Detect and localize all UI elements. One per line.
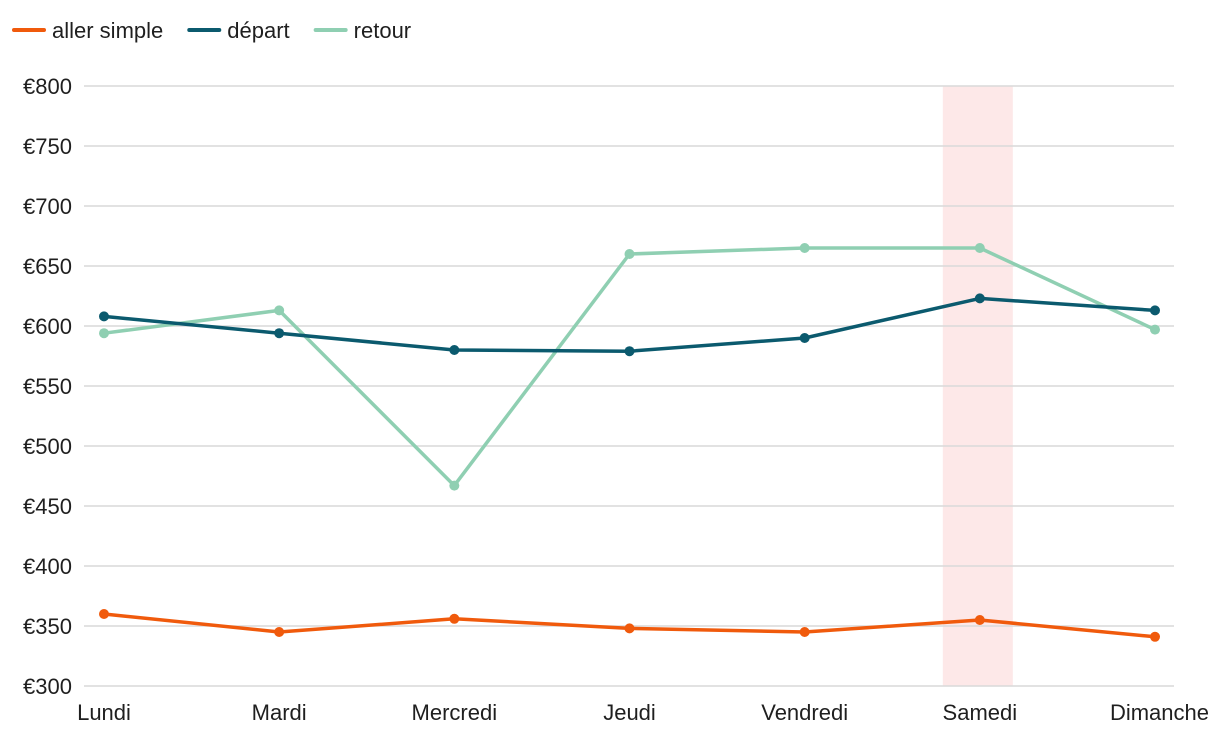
y-tick-label-500: €500 [23,434,72,459]
point-retour-mercredi [449,480,460,491]
y-tick-label-400: €400 [23,554,72,579]
point-aller-simple-mardi [274,627,285,637]
point-aller-simple-vendredi [799,627,810,637]
x-tick-label-mercredi: Mercredi [412,700,498,725]
x-tick-label-lundi: Lundi [77,700,131,725]
legend: aller simple départ retour [12,18,411,43]
point-retour-jeudi [624,249,635,259]
y-tick-label-800: €800 [23,74,72,99]
series-retour [99,243,1160,491]
point-aller-simple-mercredi [449,613,460,624]
legend-label-retour: retour [354,18,411,43]
point-depart-lundi [99,311,109,322]
point-depart-samedi [974,293,985,304]
point-aller-simple-samedi [974,615,985,625]
point-aller-simple-lundi [99,609,109,619]
point-aller-simple-dimanche [1150,631,1160,642]
y-tick-label-750: €750 [23,134,72,159]
point-retour-dimanche [1150,324,1160,335]
x-tick-label-samedi: Samedi [943,700,1018,725]
point-depart-mercredi [449,345,460,355]
y-tick-label-450: €450 [23,494,72,519]
x-tick-label-mardi: Mardi [252,700,307,725]
y-tick-label-550: €550 [23,374,72,399]
point-depart-jeudi [624,346,635,357]
y-tick-label-300: €300 [23,674,72,699]
x-tick-label-jeudi: Jeudi [603,700,656,725]
x-tick-label-dimanche: Dimanche [1110,700,1209,725]
y-tick-label-350: €350 [23,614,72,639]
series-lines [99,243,1160,642]
point-retour-vendredi [799,243,810,253]
x-tick-label-vendredi: Vendredi [761,700,848,725]
point-retour-mardi [274,305,285,316]
y-axis-ticks: €300 €350 €400 €450 €500 €550 €600 €650 €700 €750… [23,74,72,699]
series-aller-simple [99,609,1160,642]
point-aller-simple-jeudi [624,623,635,634]
y-tick-label-650: €650 [23,254,72,279]
point-depart-mardi [274,328,285,339]
legend-item-retour: retour [313,18,411,43]
y-tick-label-600: €600 [23,314,72,339]
legend-label-depart: départ [227,18,289,43]
x-axis-ticks: Lundi Mardi Mercredi Jeudi Vendredi Samedi Dim… [77,700,1209,725]
point-depart-vendredi [799,333,810,343]
legend-item-aller-simple: aller simple [12,18,163,43]
point-retour-samedi [974,243,985,253]
legend-item-depart: départ [187,18,290,43]
legend-label-aller-simple: aller simple [52,18,163,43]
series-depart [99,293,1160,357]
point-retour-lundi [99,328,109,339]
point-depart-dimanche [1150,305,1160,316]
y-tick-label-700: €700 [23,194,72,219]
